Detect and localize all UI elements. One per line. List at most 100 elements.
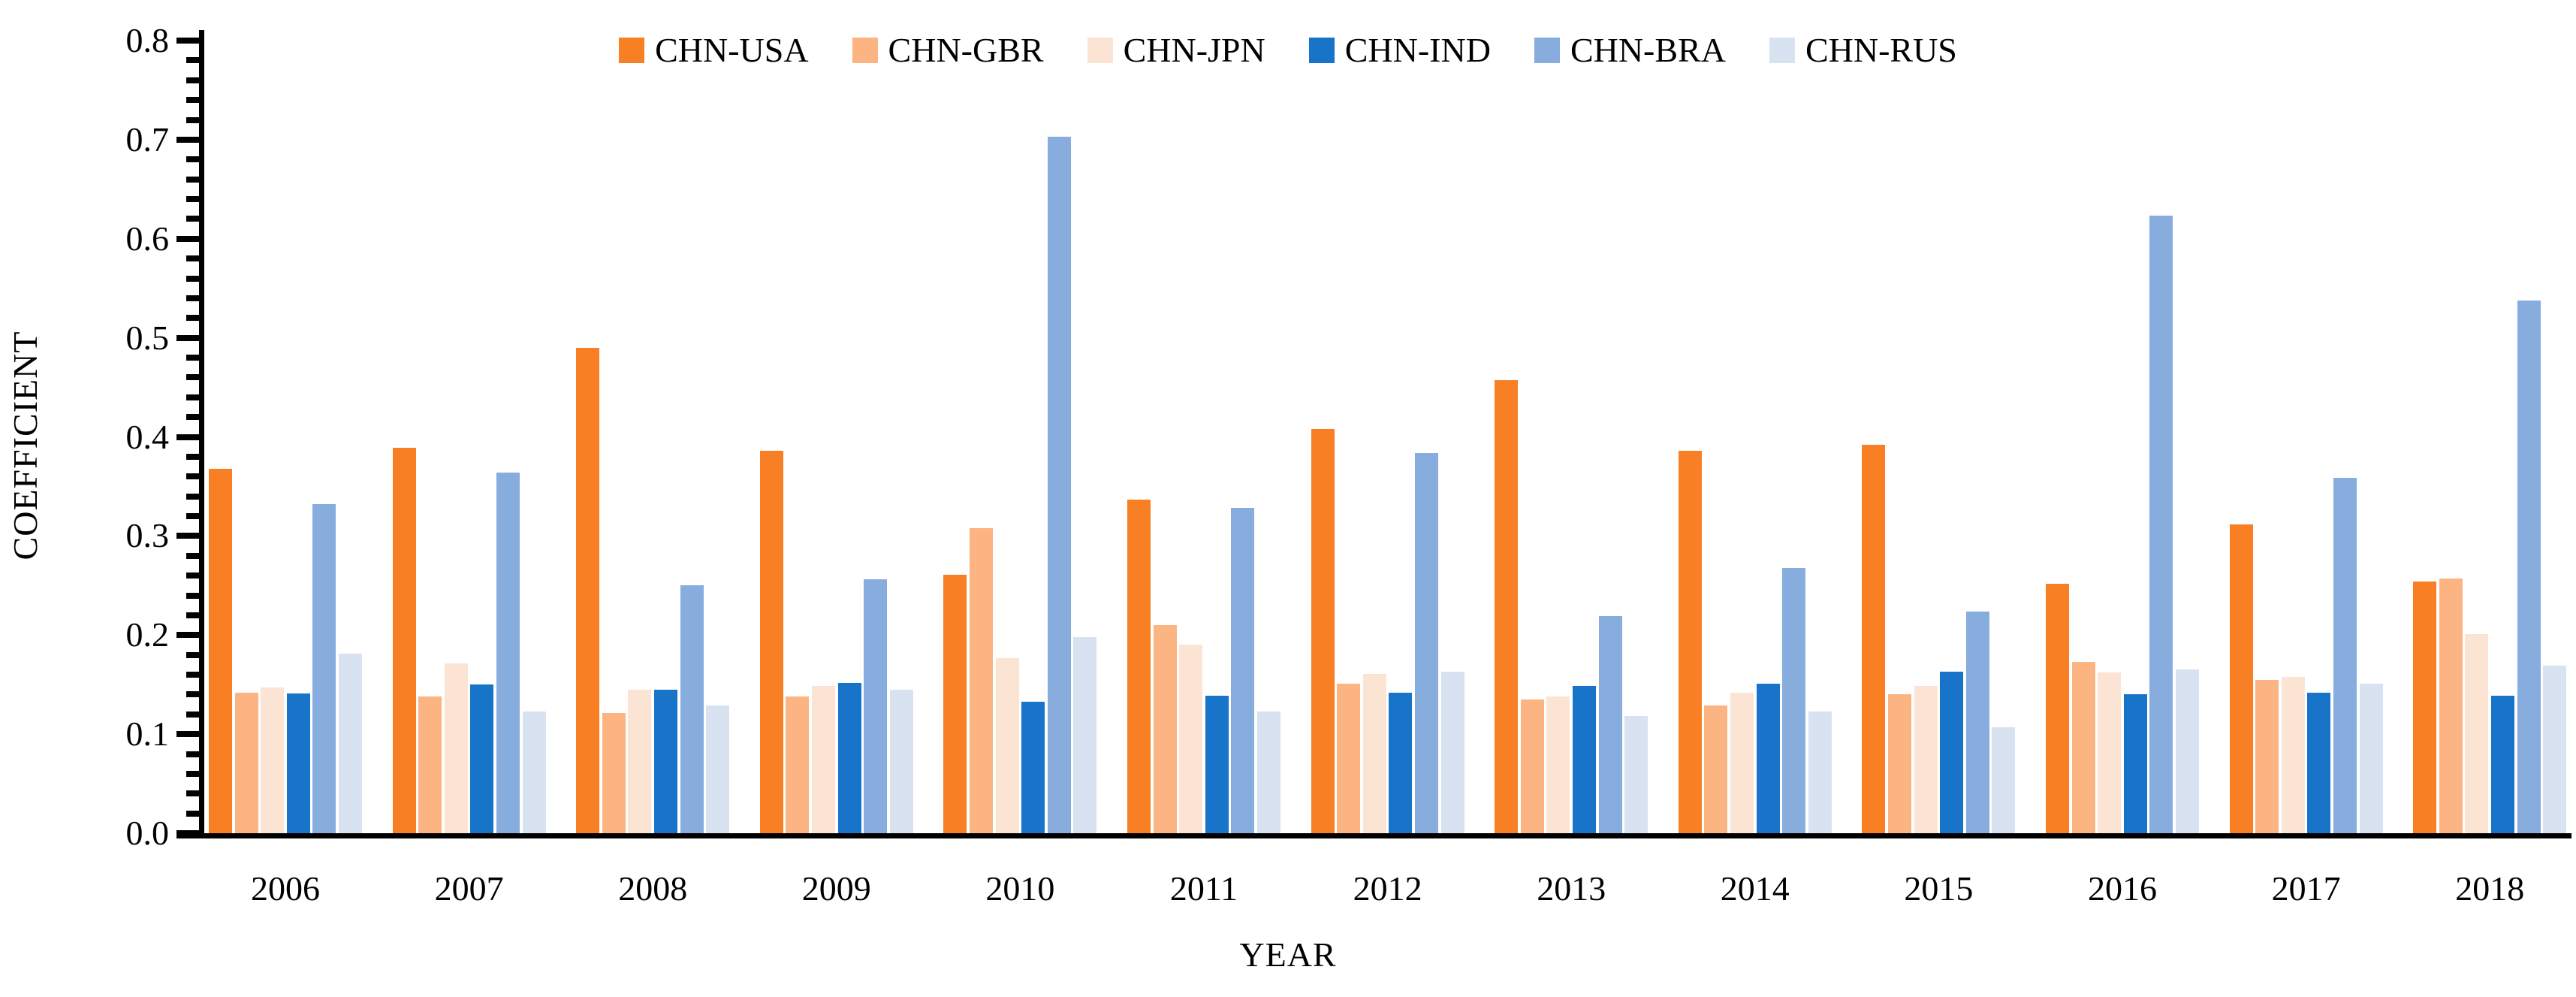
bar-2006-CHN-USA	[209, 468, 232, 833]
bar-2017-CHN-USA	[2229, 524, 2253, 833]
y-minor-tick	[186, 751, 204, 757]
bar-2008-CHN-BRA	[680, 585, 704, 833]
y-minor-tick	[186, 672, 204, 678]
y-minor-tick	[186, 77, 204, 83]
x-tick-label: 2017	[2271, 869, 2341, 908]
y-major-tick	[176, 136, 204, 143]
bar-2006-CHN-JPN	[261, 687, 285, 833]
x-tick-label: 2006	[251, 869, 320, 908]
bar-2014-CHN-IND	[1756, 683, 1780, 833]
bar-2014-CHN-BRA	[1782, 567, 1806, 833]
bar-2007-CHN-BRA	[496, 472, 520, 833]
y-minor-tick	[186, 810, 204, 817]
bar-2017-CHN-IND	[2307, 692, 2331, 833]
y-minor-tick	[186, 156, 204, 163]
y-tick-label: 0.7	[125, 119, 170, 159]
bar-2018-CHN-USA	[2413, 582, 2437, 833]
bar-2011-CHN-USA	[1127, 499, 1151, 833]
y-minor-tick	[186, 216, 204, 222]
y-major-tick	[176, 434, 204, 440]
bar-2006-CHN-BRA	[312, 504, 336, 833]
y-major-tick	[176, 533, 204, 539]
bar-2009-CHN-USA	[759, 450, 783, 833]
bar-2008-CHN-RUS	[706, 705, 730, 833]
bar-2013-CHN-RUS	[1624, 716, 1648, 833]
x-tick-label: 2008	[618, 869, 688, 908]
legend-swatch-icon	[852, 38, 878, 63]
bar-2007-CHN-JPN	[444, 663, 468, 833]
bar-2009-CHN-RUS	[889, 689, 913, 833]
y-minor-tick	[186, 315, 204, 322]
y-minor-tick	[186, 493, 204, 500]
y-minor-tick	[186, 612, 204, 618]
legend-item-CHN-BRA: CHN-BRA	[1534, 33, 1726, 68]
y-tick-label: 0.2	[125, 615, 170, 654]
bar-2017-CHN-GBR	[2255, 679, 2279, 833]
y-minor-tick	[186, 651, 204, 658]
bar-2014-CHN-GBR	[1704, 705, 1728, 833]
legend-label: CHN-BRA	[1570, 31, 1726, 69]
legend-label: CHN-JPN	[1123, 31, 1265, 69]
bar-2007-CHN-USA	[392, 448, 416, 833]
bar-2011-CHN-JPN	[1179, 645, 1203, 833]
legend-item-CHN-IND: CHN-IND	[1308, 31, 1491, 69]
legend-swatch-icon	[1534, 38, 1560, 63]
legend-swatch-icon	[619, 38, 645, 63]
y-major-tick	[176, 235, 204, 242]
y-major-tick	[176, 38, 204, 44]
bar-2013-CHN-GBR	[1520, 699, 1544, 833]
bar-2010-CHN-RUS	[1073, 636, 1097, 833]
x-tick-label: 2013	[1537, 869, 1606, 908]
bar-2012-CHN-GBR	[1337, 683, 1361, 833]
chart-legend: CHN-USA CHN-GBR CHN-JPN CHN-IND CHN-BRA CHN-R…	[0, 33, 2576, 68]
bar-2012-CHN-BRA	[1415, 452, 1438, 833]
bar-2012-CHN-RUS	[1440, 672, 1464, 833]
bar-2014-CHN-USA	[1678, 450, 1702, 833]
x-tick-label: 2010	[985, 869, 1055, 908]
bar-2013-CHN-IND	[1573, 685, 1596, 833]
y-tick-label: 0.5	[125, 318, 170, 357]
y-major-tick	[176, 632, 204, 639]
bar-2011-CHN-GBR	[1153, 625, 1177, 833]
bar-2018-CHN-GBR	[2439, 579, 2463, 833]
bar-2012-CHN-JPN	[1362, 673, 1386, 833]
bar-2015-CHN-BRA	[1965, 611, 1989, 833]
bar-2009-CHN-BRA	[864, 579, 888, 833]
bar-2009-CHN-JPN	[812, 685, 835, 833]
bar-2013-CHN-USA	[1495, 380, 1519, 833]
bar-2009-CHN-GBR	[786, 696, 810, 833]
bar-2016-CHN-BRA	[2149, 216, 2173, 833]
bar-2018-CHN-JPN	[2465, 633, 2489, 833]
bar-2014-CHN-JPN	[1730, 692, 1754, 833]
bar-2017-CHN-BRA	[2333, 477, 2357, 833]
bar-2016-CHN-GBR	[2071, 661, 2095, 833]
y-minor-tick	[186, 513, 204, 519]
y-minor-tick	[186, 255, 204, 262]
bar-2010-CHN-BRA	[1047, 136, 1071, 833]
x-tick-label: 2009	[801, 869, 871, 908]
y-minor-tick	[186, 592, 204, 599]
legend-label: CHN-GBR	[888, 31, 1044, 69]
bar-2013-CHN-JPN	[1546, 696, 1570, 833]
y-minor-tick	[186, 394, 204, 400]
y-tick-label: 0.8	[125, 21, 170, 59]
legend-label: CHN-USA	[655, 31, 809, 69]
bar-2013-CHN-BRA	[1598, 616, 1622, 833]
legend-label: CHN-IND	[1344, 31, 1491, 69]
legend-item-CHN-JPN: CHN-JPN	[1087, 33, 1265, 68]
bar-2016-CHN-USA	[2046, 583, 2069, 833]
bar-2007-CHN-RUS	[522, 711, 546, 833]
y-minor-tick	[186, 176, 204, 183]
x-axis-title: YEAR	[1239, 935, 1337, 974]
y-minor-tick	[186, 691, 204, 698]
bar-2015-CHN-GBR	[1888, 694, 1911, 833]
y-major-tick	[176, 830, 204, 836]
y-minor-tick	[186, 453, 204, 460]
y-minor-tick	[186, 770, 204, 777]
x-tick-label: 2011	[1169, 869, 1238, 908]
bar-2011-CHN-IND	[1205, 695, 1229, 833]
bar-2014-CHN-RUS	[1808, 711, 1832, 833]
y-major-tick	[176, 334, 204, 341]
y-tick-label: 0.6	[125, 219, 170, 258]
